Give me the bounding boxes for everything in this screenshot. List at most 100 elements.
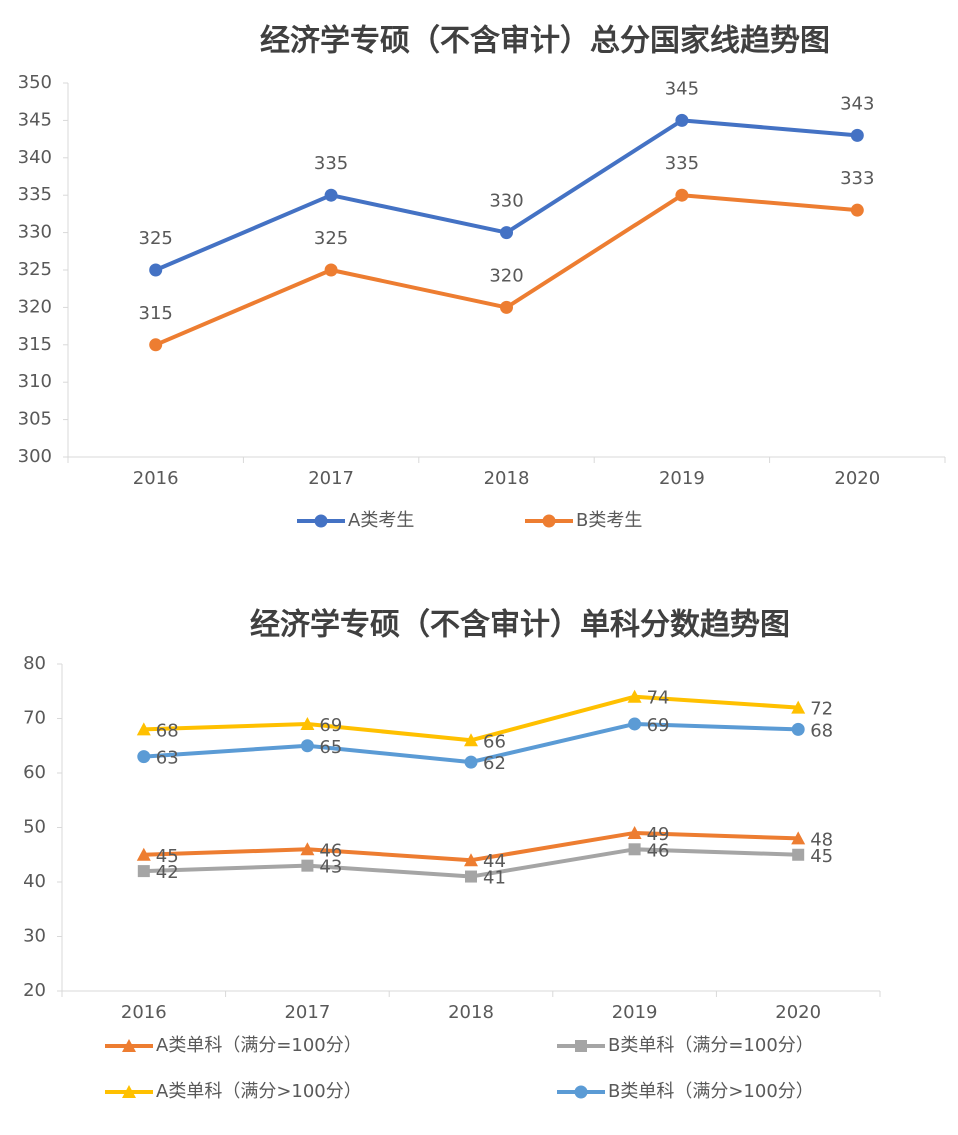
y-tick-label: 80 (23, 653, 46, 674)
chart-title: 经济学专硕（不含审计）单科分数趋势图 (250, 608, 790, 643)
data-point (149, 338, 163, 352)
data-point (324, 188, 338, 202)
data-label: 345 (665, 78, 699, 99)
legend-marker (542, 514, 556, 528)
y-tick-label: 60 (23, 762, 46, 783)
y-tick-label: 340 (18, 147, 52, 168)
chart-title: 经济学专硕（不含审计）总分国家线趋势图 (260, 24, 830, 59)
x-tick-label: 2020 (834, 468, 880, 489)
data-point (791, 700, 806, 714)
data-label: 335 (314, 153, 348, 174)
data-label: 44 (483, 851, 506, 872)
data-point (464, 853, 478, 867)
data-point (850, 128, 864, 142)
x-tick-label: 2016 (121, 1002, 167, 1023)
data-label: 320 (489, 265, 523, 286)
y-tick-label: 305 (18, 409, 52, 430)
data-label: 72 (810, 699, 833, 720)
legend-label: A类单科（满分>100分） (156, 1081, 362, 1102)
x-tick-label: 2019 (612, 1002, 658, 1023)
data-point (500, 300, 513, 314)
data-point (791, 722, 805, 736)
y-tick-label: 350 (18, 72, 52, 93)
data-point (149, 263, 163, 277)
data-label: 315 (139, 303, 173, 324)
data-point (300, 739, 314, 753)
data-label: 45 (810, 846, 833, 867)
data-label: 68 (156, 720, 179, 741)
y-tick-label: 20 (23, 980, 46, 1001)
legend-marker (314, 514, 328, 528)
data-point (850, 203, 864, 217)
data-label: 46 (319, 840, 342, 861)
data-point (300, 716, 315, 730)
legend-marker (574, 1085, 588, 1099)
x-tick-label: 2017 (284, 1002, 330, 1023)
data-label: 325 (314, 228, 348, 249)
data-point (300, 842, 315, 856)
x-tick-label: 2020 (775, 1002, 821, 1023)
data-label: 343 (840, 93, 874, 114)
data-point (464, 733, 478, 747)
data-label: 62 (483, 753, 506, 774)
data-label: 42 (156, 862, 179, 883)
data-point (628, 717, 642, 731)
data-point (137, 865, 150, 878)
data-point (500, 226, 513, 240)
data-label: 48 (810, 829, 833, 850)
data-label: 335 (665, 153, 699, 174)
legend-marker (575, 1040, 587, 1052)
y-tick-label: 310 (18, 371, 52, 392)
data-point (136, 847, 151, 861)
data-point (627, 689, 642, 703)
data-point (675, 188, 689, 202)
x-tick-label: 2017 (308, 468, 354, 489)
data-label: 325 (139, 228, 173, 249)
data-label: 74 (647, 688, 670, 709)
data-label: 69 (319, 715, 342, 736)
data-label: 68 (810, 720, 833, 741)
data-point (324, 263, 338, 277)
y-tick-label: 345 (18, 109, 52, 130)
data-point (675, 113, 689, 127)
data-label: 66 (483, 731, 506, 752)
data-point (136, 722, 151, 736)
x-tick-label: 2016 (133, 468, 179, 489)
legend-marker (122, 1085, 136, 1098)
data-point (791, 831, 806, 845)
data-label: 333 (840, 168, 874, 189)
y-tick-label: 315 (18, 334, 52, 355)
data-point (137, 750, 151, 764)
legend-label: B类单科（满分=100分） (608, 1035, 814, 1056)
data-label: 69 (647, 715, 670, 736)
legend-label: A类考生 (348, 510, 414, 531)
data-point (464, 755, 478, 769)
y-tick-label: 325 (18, 259, 52, 280)
data-point (465, 870, 477, 883)
legend-marker (122, 1039, 136, 1052)
data-label: 65 (319, 737, 342, 758)
y-tick-label: 320 (18, 296, 52, 317)
x-tick-label: 2018 (448, 1002, 494, 1023)
y-tick-label: 30 (23, 926, 46, 947)
y-tick-label: 70 (23, 708, 46, 729)
legend-label: A类单科（满分=100分） (156, 1035, 362, 1056)
data-point (628, 843, 641, 856)
legend-label: B类单科（满分>100分） (608, 1081, 814, 1102)
data-point (627, 825, 642, 839)
data-point (301, 859, 314, 872)
data-label: 330 (489, 191, 523, 212)
x-tick-label: 2018 (484, 468, 530, 489)
data-label: 43 (319, 857, 342, 878)
data-label: 41 (483, 868, 506, 889)
y-tick-label: 330 (18, 222, 52, 243)
y-tick-label: 40 (23, 871, 46, 892)
y-tick-label: 50 (23, 817, 46, 838)
y-tick-label: 335 (18, 184, 52, 205)
data-label: 49 (647, 824, 670, 845)
data-label: 45 (156, 846, 179, 867)
data-label: 63 (156, 748, 179, 769)
legend-label: B类考生 (576, 510, 642, 531)
